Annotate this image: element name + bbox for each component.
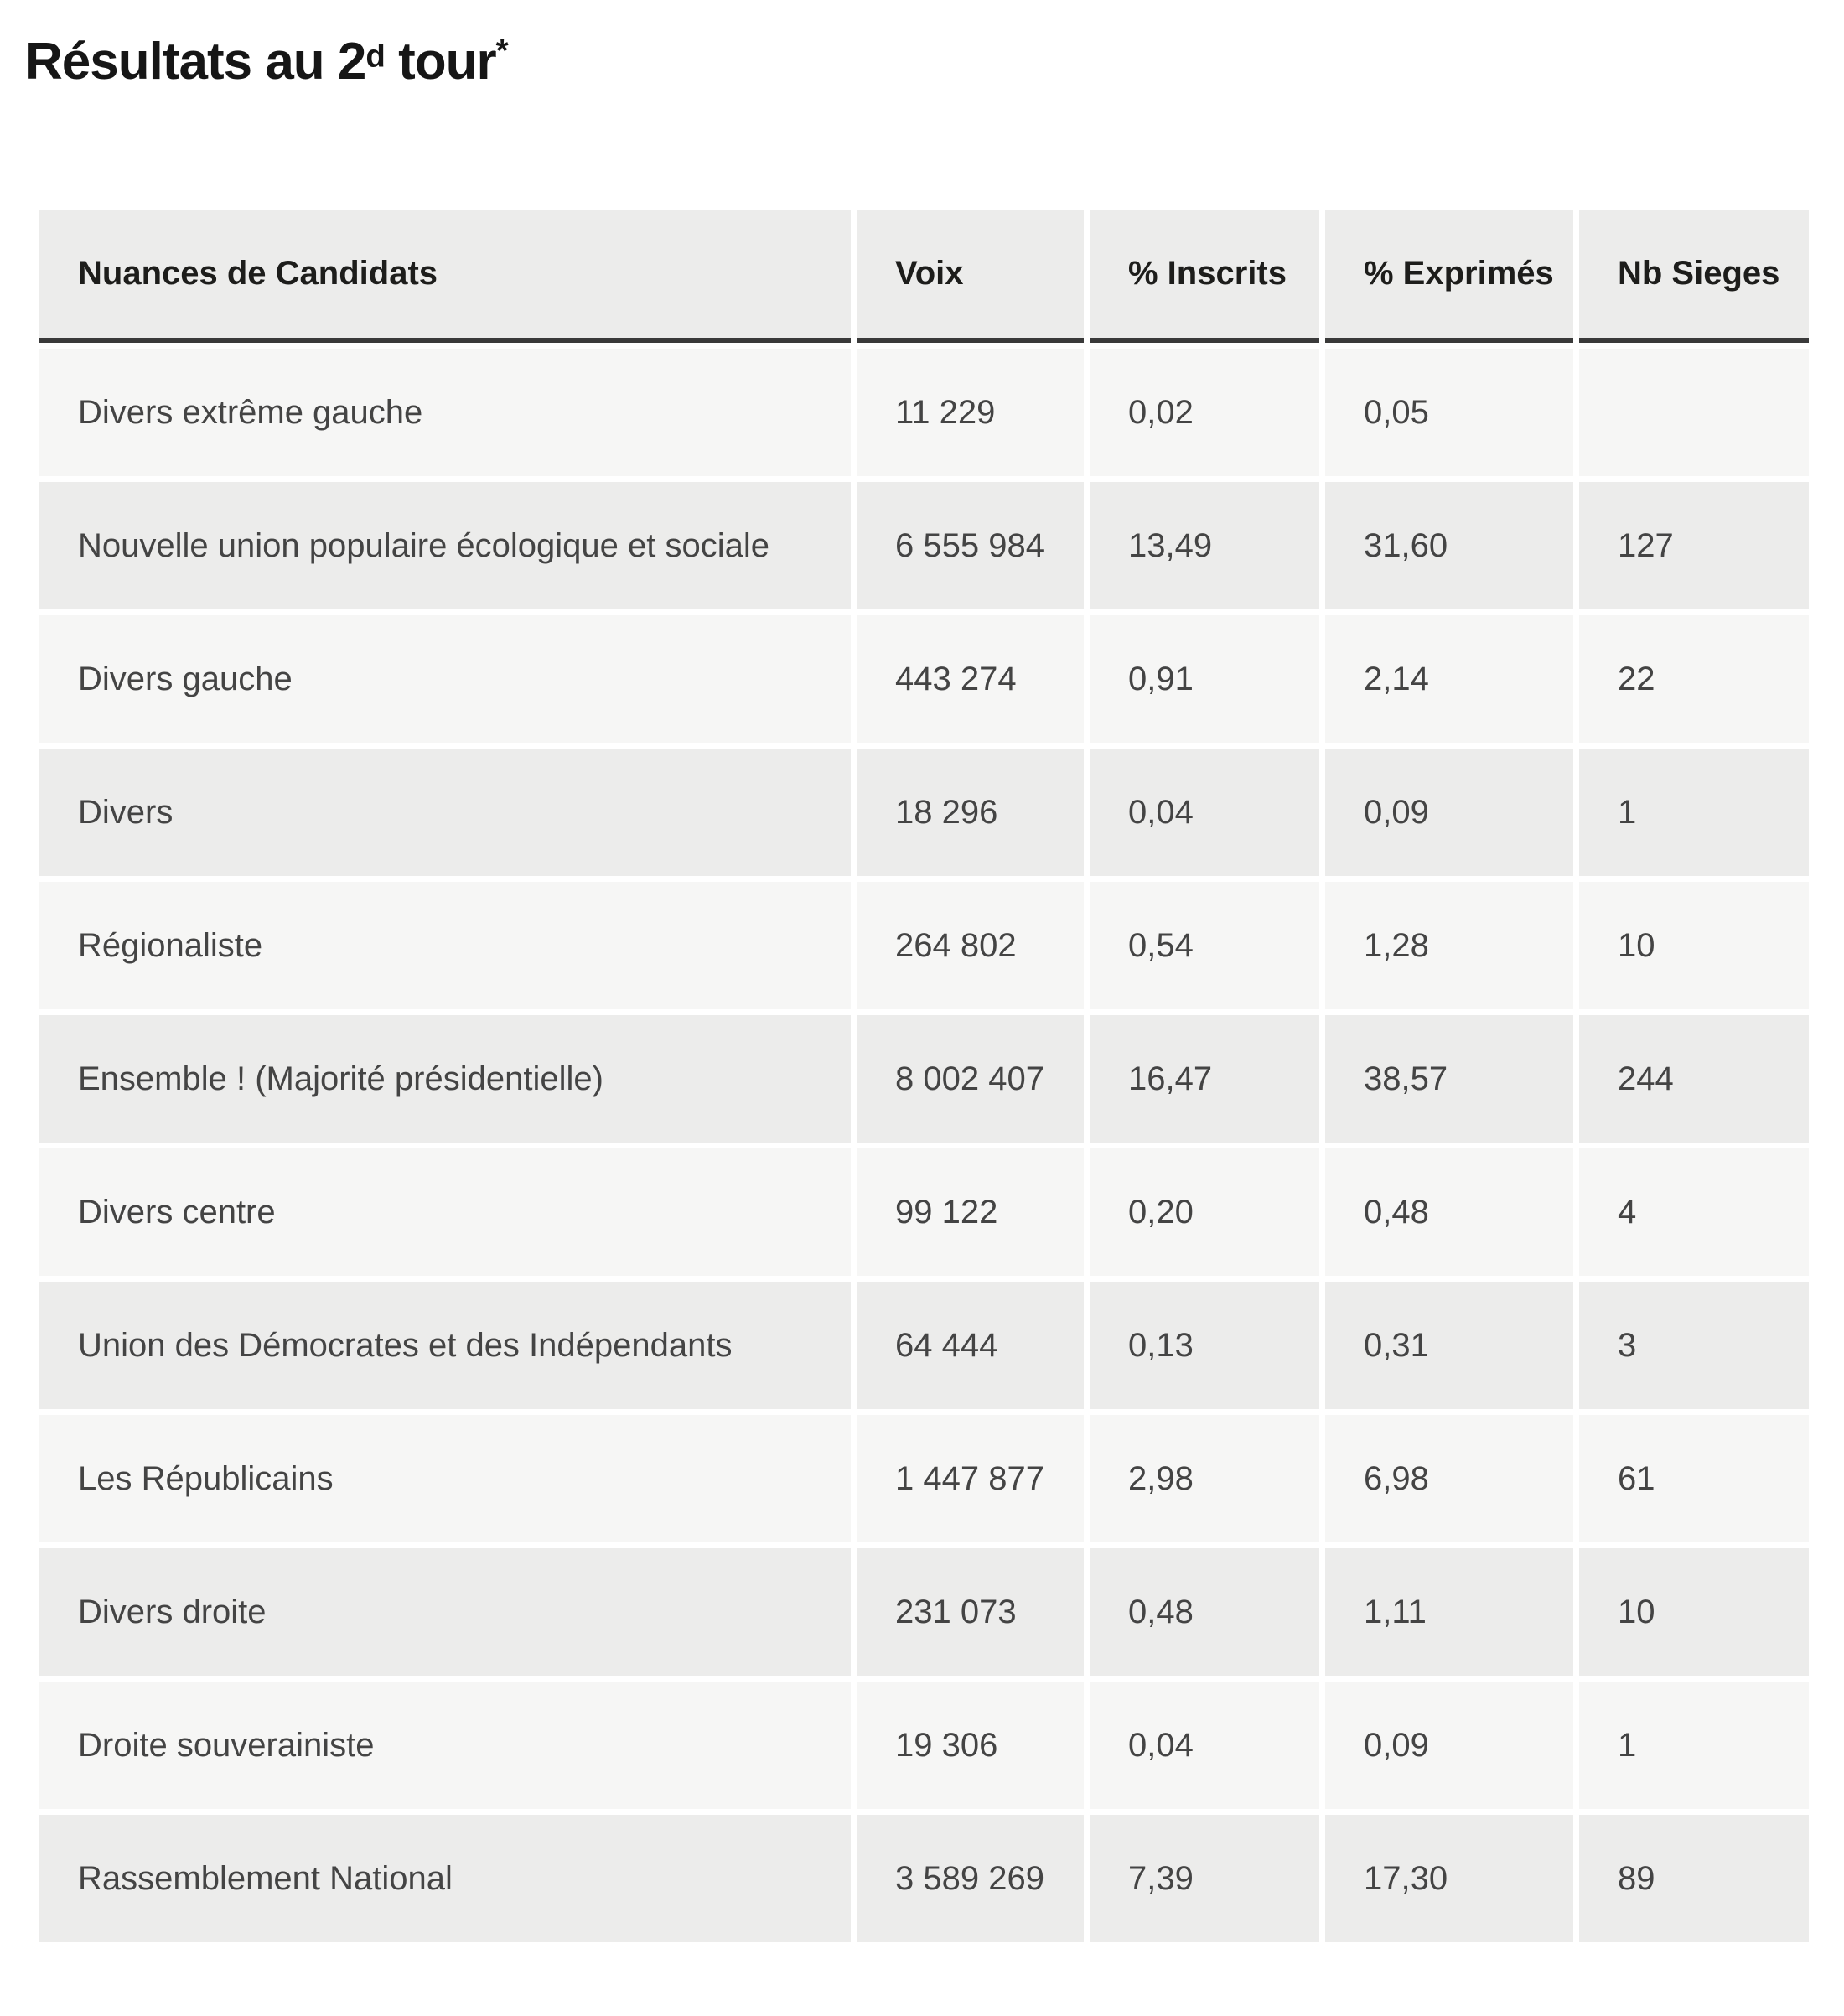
cell-sieges: 89 xyxy=(1579,1815,1809,1943)
cell-voix: 6 555 984 xyxy=(857,482,1084,610)
cell-voix: 8 002 407 xyxy=(857,1015,1084,1143)
column-header-nuances: Nuances de Candidats xyxy=(39,210,851,344)
cell-inscrits: 0,91 xyxy=(1090,615,1319,744)
cell-exprimes: 1,28 xyxy=(1325,882,1573,1010)
column-header-sieges: Nb Sieges xyxy=(1579,210,1809,344)
cell-sieges: 127 xyxy=(1579,482,1809,610)
cell-voix: 11 229 xyxy=(857,349,1084,477)
cell-inscrits: 2,98 xyxy=(1090,1415,1319,1543)
row-label-divers-gauche: Divers gauche xyxy=(39,615,851,744)
row-label-droite-souverainiste: Droite souverainiste xyxy=(39,1682,851,1810)
cell-inscrits: 0,48 xyxy=(1090,1548,1319,1677)
cell-voix: 231 073 xyxy=(857,1548,1084,1677)
cell-exprimes: 0,09 xyxy=(1325,749,1573,877)
cell-exprimes: 38,57 xyxy=(1325,1015,1573,1143)
cell-sieges: 3 xyxy=(1579,1282,1809,1410)
results-table: Nuances de Candidats Voix % Inscrits % E… xyxy=(39,210,1809,1943)
cell-voix: 443 274 xyxy=(857,615,1084,744)
row-label-nupes: Nouvelle union populaire écologique et s… xyxy=(39,482,851,610)
cell-exprimes: 1,11 xyxy=(1325,1548,1573,1677)
row-label-divers-droite: Divers droite xyxy=(39,1548,851,1677)
cell-voix: 3 589 269 xyxy=(857,1815,1084,1943)
cell-inscrits: 0,04 xyxy=(1090,1682,1319,1810)
page-title-text: Résultats au 2 xyxy=(25,33,366,91)
cell-voix: 264 802 xyxy=(857,882,1084,1010)
page-title-footnote-asterisk: * xyxy=(495,33,509,69)
cell-voix: 99 122 xyxy=(857,1148,1084,1277)
cell-inscrits: 0,02 xyxy=(1090,349,1319,477)
cell-voix: 18 296 xyxy=(857,749,1084,877)
row-label-divers-extreme-gauche: Divers extrême gauche xyxy=(39,349,851,477)
cell-inscrits: 13,49 xyxy=(1090,482,1319,610)
cell-inscrits: 7,39 xyxy=(1090,1815,1319,1943)
page-title-superscript-d: d xyxy=(365,38,386,75)
page-title: Résultats au 2d tour* xyxy=(25,33,1844,91)
cell-exprimes: 2,14 xyxy=(1325,615,1573,744)
cell-sieges: 10 xyxy=(1579,1548,1809,1677)
row-label-divers-centre: Divers centre xyxy=(39,1148,851,1277)
cell-inscrits: 16,47 xyxy=(1090,1015,1319,1143)
cell-exprimes: 17,30 xyxy=(1325,1815,1573,1943)
cell-sieges: 22 xyxy=(1579,615,1809,744)
row-label-udi: Union des Démocrates et des Indépendants xyxy=(39,1282,851,1410)
column-header-inscrits: % Inscrits xyxy=(1090,210,1319,344)
cell-exprimes: 0,09 xyxy=(1325,1682,1573,1810)
cell-voix: 1 447 877 xyxy=(857,1415,1084,1543)
cell-inscrits: 0,13 xyxy=(1090,1282,1319,1410)
row-label-regionaliste: Régionaliste xyxy=(39,882,851,1010)
cell-inscrits: 0,20 xyxy=(1090,1148,1319,1277)
column-header-exprimes: % Exprimés xyxy=(1325,210,1573,344)
cell-voix: 64 444 xyxy=(857,1282,1084,1410)
row-label-ensemble: Ensemble ! (Majorité présidentielle) xyxy=(39,1015,851,1143)
cell-sieges: 1 xyxy=(1579,749,1809,877)
cell-sieges: 244 xyxy=(1579,1015,1809,1143)
cell-inscrits: 0,54 xyxy=(1090,882,1319,1010)
cell-sieges: 10 xyxy=(1579,882,1809,1010)
cell-sieges: 61 xyxy=(1579,1415,1809,1543)
cell-exprimes: 6,98 xyxy=(1325,1415,1573,1543)
page-title-text-tour: tour xyxy=(384,33,497,91)
cell-sieges xyxy=(1579,349,1809,477)
column-header-voix: Voix xyxy=(857,210,1084,344)
cell-exprimes: 0,31 xyxy=(1325,1282,1573,1410)
cell-exprimes: 0,48 xyxy=(1325,1148,1573,1277)
cell-sieges: 1 xyxy=(1579,1682,1809,1810)
row-label-les-republicains: Les Républicains xyxy=(39,1415,851,1543)
cell-inscrits: 0,04 xyxy=(1090,749,1319,877)
cell-sieges: 4 xyxy=(1579,1148,1809,1277)
cell-exprimes: 31,60 xyxy=(1325,482,1573,610)
row-label-rassemblement-national: Rassemblement National xyxy=(39,1815,851,1943)
cell-exprimes: 0,05 xyxy=(1325,349,1573,477)
cell-voix: 19 306 xyxy=(857,1682,1084,1810)
row-label-divers: Divers xyxy=(39,749,851,877)
